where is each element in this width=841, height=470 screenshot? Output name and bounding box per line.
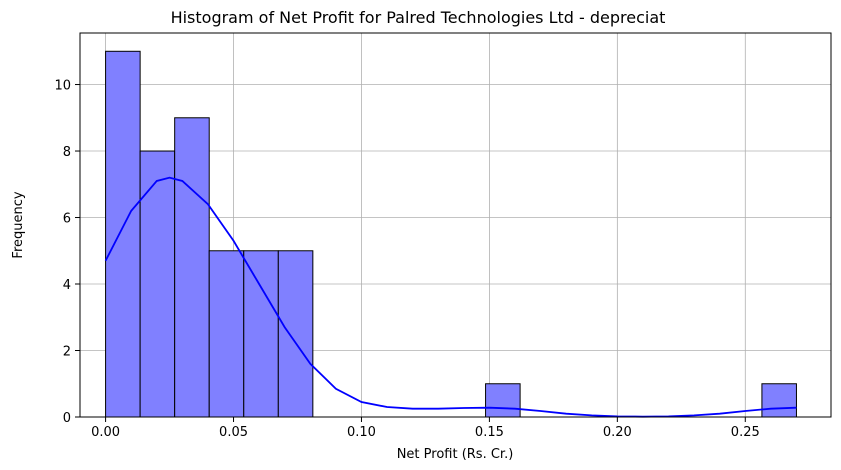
y-axis: 0 2 4 6 8 10 — [54, 79, 80, 426]
y-axis-title: Frequency — [11, 191, 26, 258]
histogram-bar-2 — [174, 117, 210, 418]
x-tick-label-2: 0.10 — [347, 425, 376, 440]
chart-title: Histogram of Net Profit for Palred Techn… — [171, 8, 666, 27]
plot-frame — [79, 32, 832, 418]
y-tick-label-1: 2 — [63, 345, 71, 360]
y-tick-label-5: 10 — [54, 79, 71, 94]
histogram-bar-0 — [105, 50, 141, 418]
histogram-bar-4 — [243, 250, 279, 418]
histogram-bar-5 — [277, 250, 314, 418]
x-tick-label-4: 0.20 — [603, 425, 632, 440]
x-tick-label-5: 0.25 — [731, 425, 760, 440]
y-tick-label-0: 0 — [63, 411, 71, 426]
y-tick-label-2: 4 — [63, 278, 71, 293]
kde-line — [104, 176, 797, 418]
x-tick-label-0: 0.00 — [91, 425, 120, 440]
plot-area — [79, 32, 832, 418]
y-tick-label-3: 6 — [63, 212, 71, 227]
histogram-bars — [105, 50, 797, 418]
histogram-bar-19 — [761, 383, 797, 418]
y-tick-label-4: 8 — [63, 145, 71, 160]
x-axis-title: Net Profit (Rs. Cr.) — [397, 447, 514, 462]
x-tick-label-1: 0.05 — [219, 425, 248, 440]
histogram-bar-3 — [208, 250, 245, 418]
x-tick-label-3: 0.15 — [475, 425, 504, 440]
histogram-bar-11 — [485, 383, 521, 418]
histogram-bar-1 — [139, 150, 176, 418]
x-axis: 0.00 0.05 0.10 0.15 0.20 0.25 — [91, 417, 760, 440]
